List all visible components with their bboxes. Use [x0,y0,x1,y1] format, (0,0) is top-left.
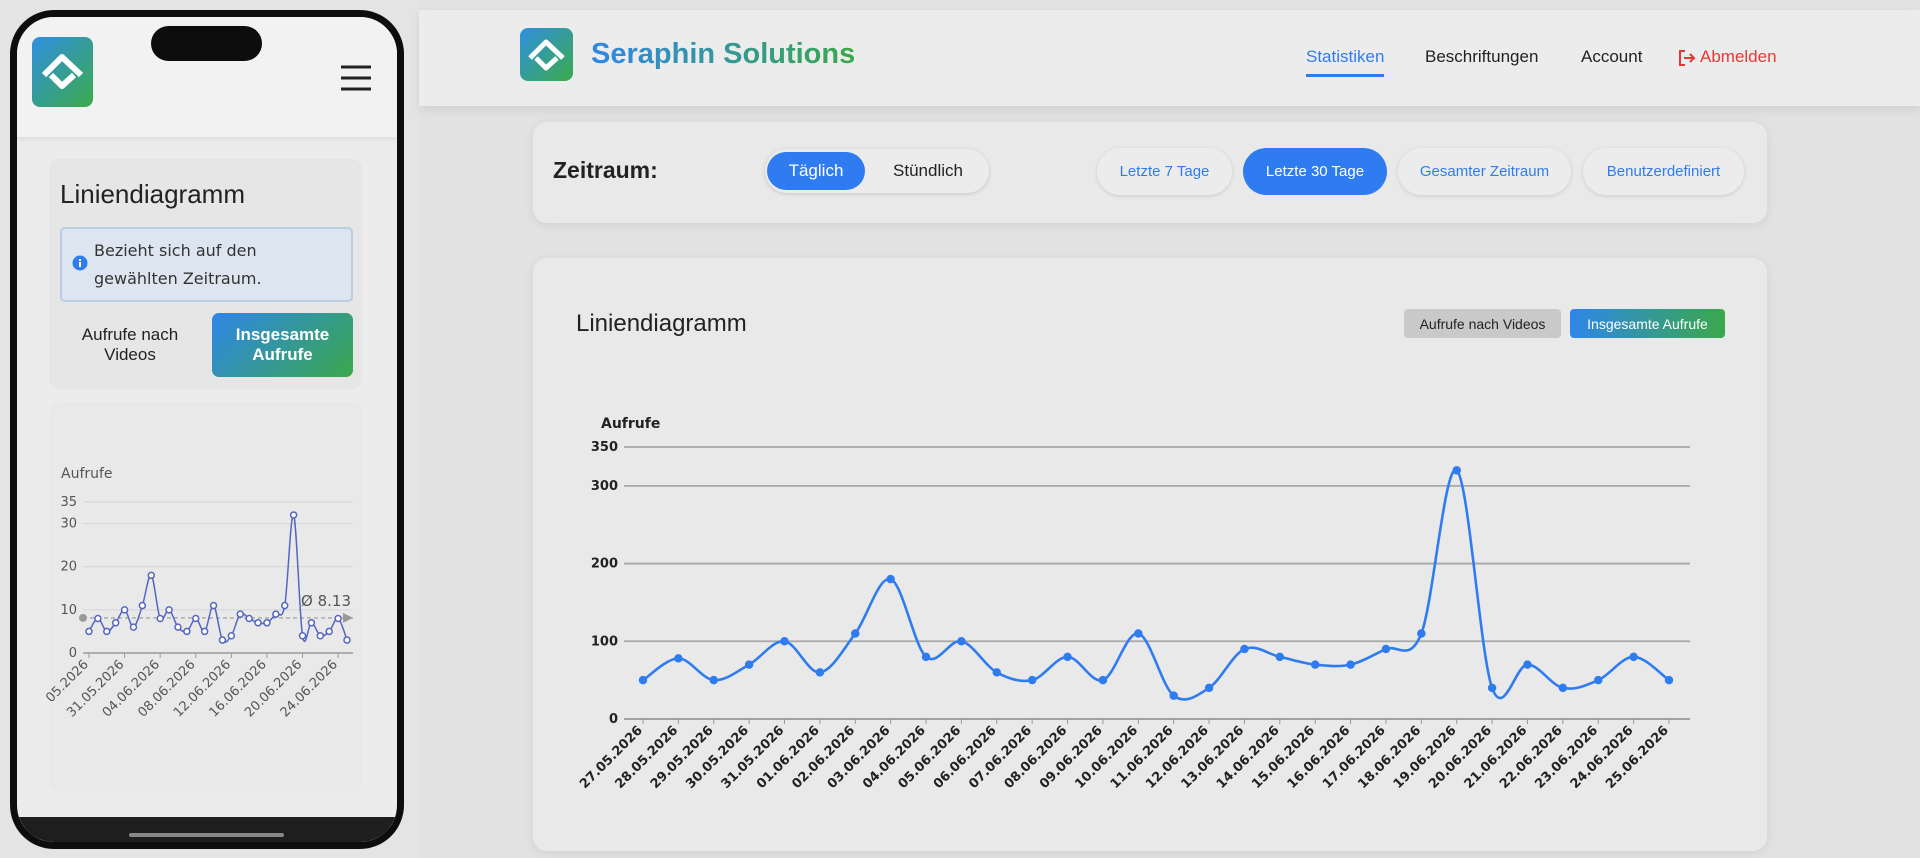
y-tick-label: 200 [591,557,618,572]
data-point [1452,466,1461,475]
data-point [1629,652,1638,662]
phone-bottom-bar [17,817,397,842]
nav-link[interactable]: Account [1581,47,1643,66]
y-tick-label: 100 [591,634,618,649]
phone-frame: Liniendiagramm Bezieht sich auf den gewä… [10,10,404,849]
data-point [1240,644,1249,654]
data-point [638,675,648,685]
logout-icon[interactable] [1678,49,1696,67]
brand-name[interactable]: Seraphin Solutions [591,38,856,70]
phone-card-title: Liniendiagramm [60,179,245,209]
data-point [1310,660,1320,669]
data-point [921,652,931,662]
toggle-option[interactable]: Täglich [767,152,865,190]
info-text: Bezieht sich auf den gewählten Zeitraum. [94,241,262,288]
data-point [851,629,860,638]
y-tick-label: 300 [591,479,618,494]
data-point [1275,652,1285,662]
data-point [1098,675,1108,685]
chart-card [533,258,1767,851]
data-point [1063,652,1072,662]
data-point [1346,660,1355,669]
range-button[interactable]: Benutzerdefiniert [1583,148,1744,195]
data-point [815,668,825,677]
nav-link[interactable]: Beschriftungen [1425,47,1539,66]
home-indicator [129,833,284,837]
info-icon [72,255,88,271]
data-point [780,637,789,646]
y-tick-label: 350 [591,440,618,455]
range-button[interactable]: Letzte 7 Tage [1097,148,1232,195]
phone-logo[interactable] [32,37,93,107]
x-tick-label: 25.06.2026 [1603,723,1672,792]
data-point [1487,683,1497,693]
data-point [957,637,966,646]
range-button[interactable]: Gesamter Zeitraum [1398,148,1571,195]
data-point [1134,629,1143,638]
brand-logo[interactable] [520,28,573,81]
chart-mode-button[interactable]: Aufrufe nach Videos [1404,309,1561,338]
data-point [886,574,895,584]
chart-mode-button[interactable]: Insgesamte Aufrufe [1570,309,1725,338]
data-line [642,468,1670,701]
toggle-option[interactable]: Stündlich [893,161,963,180]
chart-mode-button[interactable]: Insgesamte Aufrufe [212,313,353,377]
data-point [1593,675,1603,685]
chart-card-title: Liniendiagramm [576,310,747,337]
top-bar [419,10,1920,106]
y-axis-label: Aufrufe [601,416,660,432]
info-box [60,227,353,302]
data-point [1027,675,1037,685]
dynamic-island [151,26,262,61]
phone-chart-card [49,402,362,792]
data-point [1381,644,1391,654]
data-point [1169,691,1178,700]
data-point [992,668,1002,677]
data-point [1523,660,1532,669]
data-point [1417,629,1426,638]
hamburger-menu[interactable] [340,64,372,92]
data-point [1664,675,1674,685]
data-point [674,654,683,663]
logout-link[interactable]: Abmelden [1700,47,1777,66]
range-button[interactable]: Letzte 30 Tage [1243,148,1387,195]
chart-mode-button[interactable]: Aufrufe nach Videos [81,325,179,364]
data-point [1204,683,1214,693]
filter-label: Zeitraum: [553,157,658,183]
data-point [709,675,719,685]
logo-icon [41,54,84,89]
y-tick-label: 0 [609,712,618,727]
nav-link[interactable]: Statistiken [1306,47,1385,77]
data-point [744,660,754,669]
logo-icon [528,39,565,71]
data-point [1558,683,1568,693]
